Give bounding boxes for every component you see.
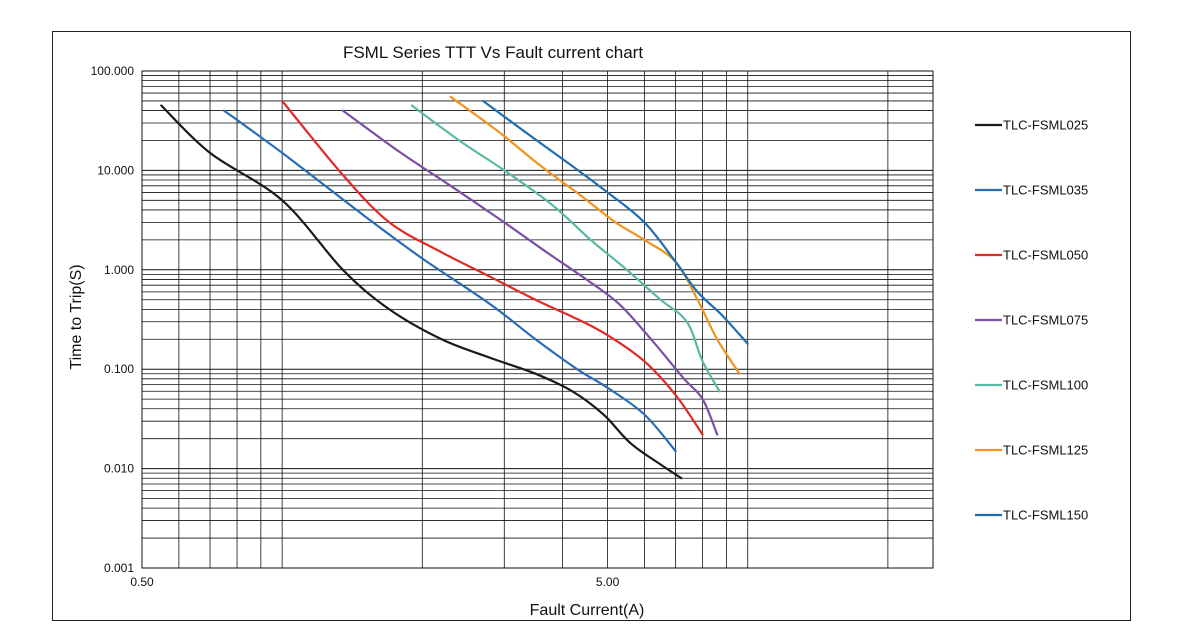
chart-title: FSML Series TTT Vs Fault current chart (343, 43, 643, 62)
series-line-tlc-fsml075 (341, 109, 719, 436)
legend-label-tlc-fsml100: TLC-FSML100 (1003, 378, 1088, 393)
chart-frame: 100.000 10.000 1.000 0.100 0.010 0.001 0.50 5.… (52, 31, 1131, 621)
series-line-tlc-fsml100 (410, 104, 721, 393)
x-tick-label: 5.00 (596, 575, 620, 589)
y-tick-label: 1.000 (104, 263, 134, 277)
ttt-chart: 100.000 10.000 1.000 0.100 0.010 0.001 0.50 5.… (68, 43, 1088, 619)
series-line-tlc-fsml035 (222, 109, 677, 453)
grid-lines (142, 71, 933, 569)
y-tick-label: 10.000 (97, 163, 134, 177)
legend-label-tlc-fsml025: TLC-FSML025 (1003, 118, 1088, 133)
legend-label-tlc-fsml125: TLC-FSML125 (1003, 443, 1088, 458)
x-tick-label: 0.50 (130, 575, 154, 589)
x-tick-labels: 0.50 5.00 (130, 575, 619, 589)
legend-label-tlc-fsml075: TLC-FSML075 (1003, 313, 1088, 328)
legend-label-tlc-fsml150: TLC-FSML150 (1003, 508, 1088, 523)
y-tick-label: 0.100 (104, 362, 134, 376)
series-line-tlc-fsml025 (160, 104, 683, 480)
x-axis-label: Fault Current(A) (530, 602, 645, 619)
y-tick-labels: 100.000 10.000 1.000 0.100 0.010 0.001 (91, 64, 135, 575)
plot-border (141, 70, 934, 569)
series-line-tlc-fsml125 (449, 95, 741, 375)
y-axis-label: Time to Trip(S) (68, 264, 85, 369)
y-tick-label: 100.000 (91, 64, 135, 78)
series-line-tlc-fsml050 (281, 99, 704, 436)
legend-label-tlc-fsml050: TLC-FSML050 (1003, 248, 1088, 263)
legend-label-tlc-fsml035: TLC-FSML035 (1003, 183, 1088, 198)
y-tick-label: 0.010 (104, 462, 134, 476)
y-tick-label: 0.001 (104, 561, 134, 575)
series-lines (160, 95, 749, 480)
legend: TLC-FSML025 TLC-FSML035 TLC-FSML050 TLC-FSM… (975, 118, 1088, 523)
series-line-tlc-fsml150 (481, 99, 749, 345)
